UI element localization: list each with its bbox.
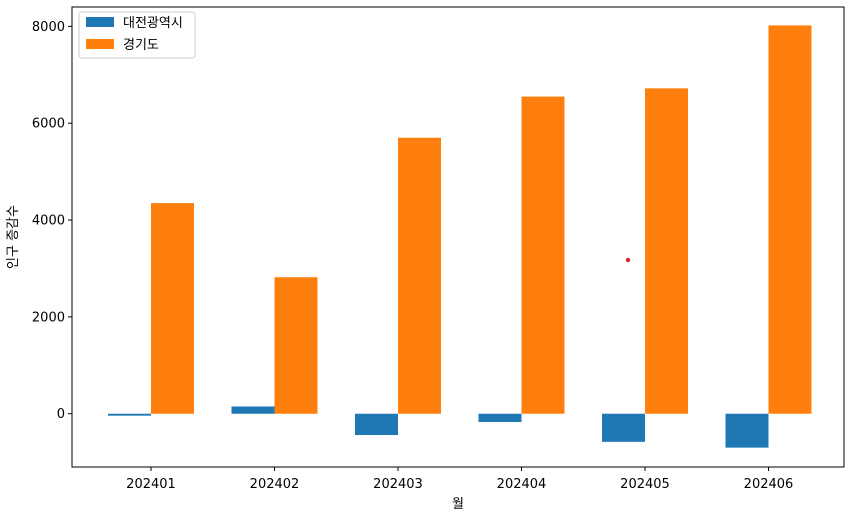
plot-frame	[71, 6, 845, 468]
y-tick-label: 6000	[32, 117, 65, 132]
bar-daejeon-202406	[725, 413, 769, 448]
y-tick-label: 0	[57, 407, 65, 422]
legend-swatch-gyeonggi	[86, 39, 114, 49]
x-tick-label: 202406	[744, 477, 794, 492]
legend-label-daejeon: 대전광역시	[123, 16, 183, 31]
x-tick-label: 202405	[620, 477, 670, 492]
bar-gyeonggi-202401	[151, 203, 194, 414]
bar-gyeonggi-202402	[274, 277, 318, 414]
x-tick-label: 202402	[250, 477, 300, 492]
legend-label-gyeonggi: 경기도	[123, 38, 159, 53]
bar-daejeon-202402	[231, 406, 275, 414]
bar-gyeonggi-202405	[645, 88, 688, 414]
x-tick-label: 202403	[373, 477, 423, 492]
y-tick-label: 4000	[32, 214, 65, 229]
bar-daejeon-202405	[602, 413, 645, 442]
bar-daejeon-202404	[478, 413, 522, 422]
bar-gyeonggi-202406	[768, 25, 812, 414]
annotation-dot	[625, 257, 631, 263]
bars-layer	[108, 25, 812, 448]
x-tick-label: 202401	[126, 477, 176, 492]
bar-daejeon-202403	[355, 413, 398, 436]
bar-gyeonggi-202404	[521, 96, 565, 414]
x-axis-label: 월	[452, 497, 464, 512]
bar-daejeon-202401	[108, 413, 151, 416]
y-tick-label: 2000	[32, 310, 65, 325]
y-axis-label: 인구 증감수	[6, 205, 21, 269]
bar-gyeonggi-202403	[398, 137, 441, 414]
y-tick-label: 8000	[32, 20, 65, 35]
legend-swatch-daejeon	[86, 17, 114, 27]
legend: 대전광역시 경기도	[78, 11, 196, 59]
x-tick-label: 202404	[497, 477, 547, 492]
ticks-layer: 202401 202402 202403 202404 202405 202406 0 200…	[32, 20, 793, 492]
